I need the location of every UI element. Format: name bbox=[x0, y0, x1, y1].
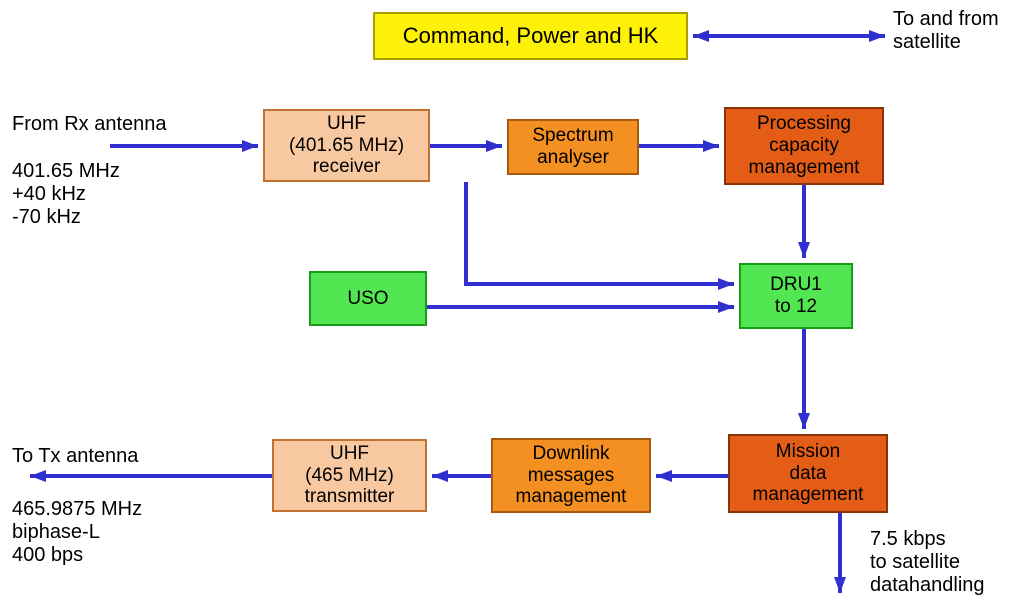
downlink-messages-management-box: Downlink messages management bbox=[491, 438, 651, 513]
to-and-from-satellite-label: To and from satellite bbox=[893, 8, 999, 54]
uhf-transmitter-box: UHF (465 MHz) transmitter bbox=[272, 439, 427, 512]
uhf-receiver-box: UHF (401.65 MHz) receiver bbox=[263, 109, 430, 182]
output-rate-label: 7.5 kbps to satellite datahandling bbox=[870, 528, 985, 597]
processing-capacity-label: Processing capacity management bbox=[741, 109, 868, 183]
uhf-receiver-label: UHF (401.65 MHz) receiver bbox=[281, 109, 412, 183]
spectrum-analyser-box: Spectrum analyser bbox=[507, 119, 639, 175]
dru-label: DRU1 to 12 bbox=[762, 270, 830, 322]
processing-capacity-management-box: Processing capacity management bbox=[724, 107, 884, 185]
arrow-uhf-down-to-dru bbox=[466, 182, 734, 284]
uso-label: USO bbox=[339, 284, 396, 314]
tx-frequency-spec-label: 465.9875 MHz biphase-L 400 bps bbox=[12, 498, 142, 567]
downlink-messages-label: Downlink messages management bbox=[508, 439, 635, 513]
spectrum-analyser-label: Spectrum analyser bbox=[524, 121, 621, 173]
dru-box: DRU1 to 12 bbox=[739, 263, 853, 329]
command-power-hk-box: Command, Power and HK bbox=[373, 12, 688, 60]
from-rx-antenna-label: From Rx antenna bbox=[12, 113, 167, 136]
rx-frequency-spec-label: 401.65 MHz +40 kHz -70 kHz bbox=[12, 160, 120, 229]
mission-data-management-box: Mission data management bbox=[728, 434, 888, 513]
to-tx-antenna-label: To Tx antenna bbox=[12, 445, 138, 468]
uso-box: USO bbox=[309, 271, 427, 326]
command-power-hk-label: Command, Power and HK bbox=[395, 19, 667, 52]
uhf-transmitter-label: UHF (465 MHz) transmitter bbox=[297, 439, 403, 513]
mission-data-label: Mission data management bbox=[745, 437, 872, 511]
